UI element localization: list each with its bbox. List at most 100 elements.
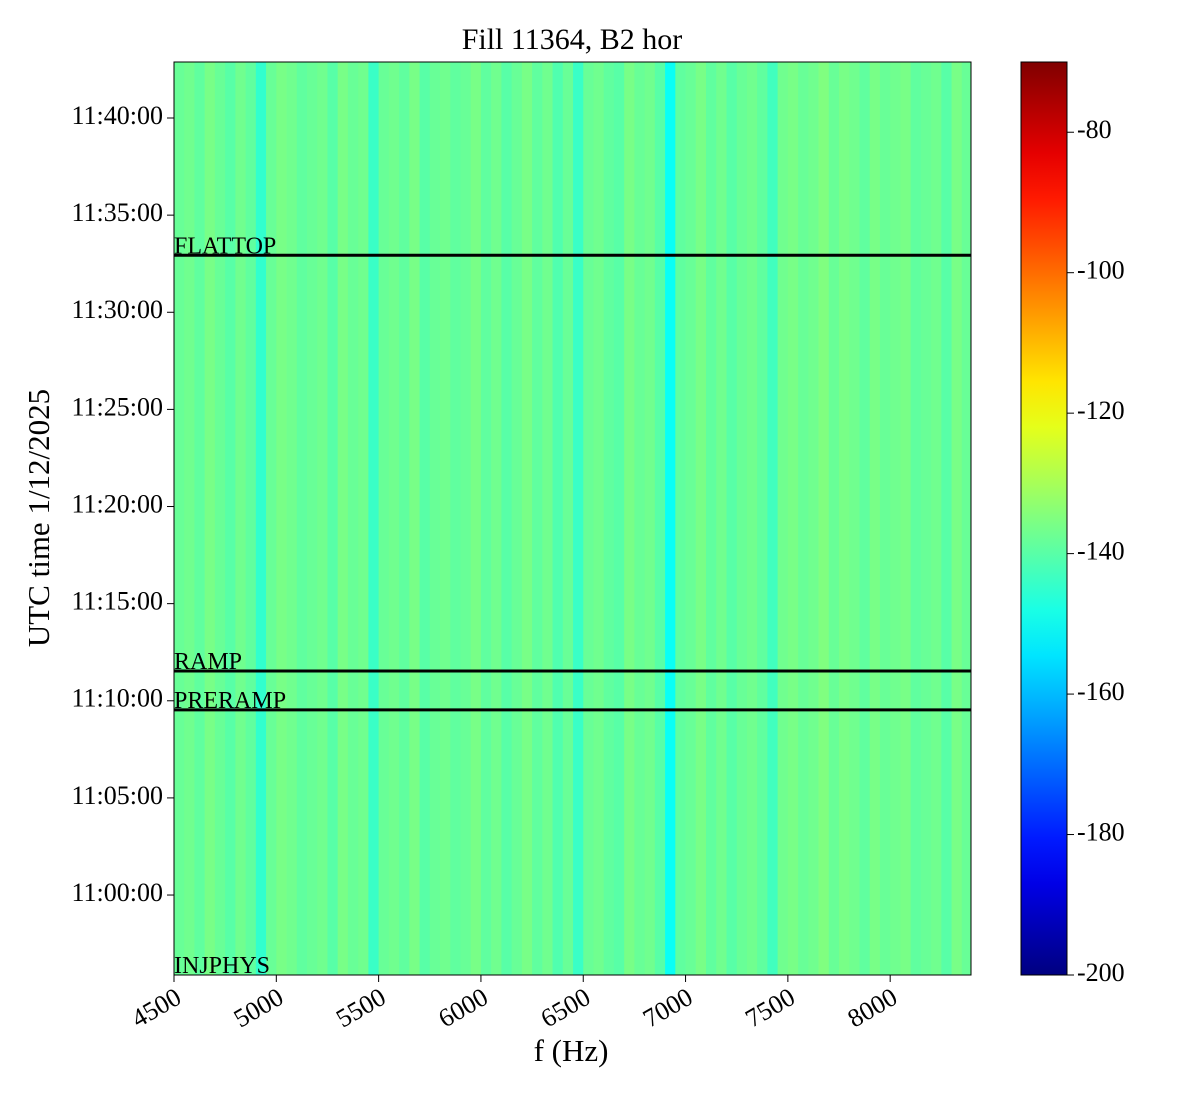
x-tick-label: 6500 [536,982,596,1033]
chart-title: Fill 11364, B2 hor [462,23,683,56]
y-tick-label: 11:30:00 [72,295,163,324]
heatmap-cell [501,62,513,975]
heatmap-cell [460,62,472,975]
x-tick-label: 7000 [638,982,698,1033]
heatmap-cell [736,62,748,975]
heatmap-cell [593,62,605,975]
heatmap-cell [378,62,390,975]
y-axis-label: UTC time 1/12/2025 [21,389,56,647]
heatmap [174,62,972,975]
heatmap-cell [235,62,247,975]
heatmap-cell [583,62,594,975]
y-tick-label: 11:40:00 [72,101,163,130]
heatmap-cell [204,62,216,975]
heatmap-cell [787,62,799,975]
heatmap-cell [879,62,891,975]
heatmap-cell [644,62,656,975]
heatmap-cell [951,62,963,975]
heatmap-cell [225,62,236,975]
colorbar-tick-label: -80 [1077,115,1112,144]
y-tick-label: 11:05:00 [72,781,163,810]
colorbar-tick-label: -180 [1077,818,1125,847]
y-tick-label: 11:35:00 [72,198,163,227]
colorbar-tick-label: -120 [1077,396,1125,425]
heatmap-cell [910,62,922,975]
heatmap-cell [654,62,666,975]
x-tick-label: 5000 [229,982,289,1033]
plot-frame [173,61,972,976]
y-tick-label: 11:25:00 [72,392,163,421]
heatmap-cell [665,62,676,975]
heatmap-cell [869,62,881,975]
heatmap-cell [521,62,533,975]
x-tick-label: 8000 [843,982,903,1033]
x-tick-label: 4500 [126,982,186,1033]
y-tick-label: 11:00:00 [72,878,163,907]
heatmap-cell [767,62,779,975]
heatmap-cell [941,62,952,975]
heatmap-cell [214,62,226,975]
heatmap-cell [255,62,267,975]
heatmap-cell [440,62,451,975]
heatmap-cell [613,62,625,975]
colorbar-tick-label: -160 [1077,677,1125,706]
heatmap-cell [194,62,206,975]
heatmap-cell [296,62,308,975]
heatmap-cell [726,62,738,975]
heatmap-cell [307,62,318,975]
heatmap-cell [532,62,543,975]
heatmap-cell [859,62,871,975]
heatmap-cell [818,62,830,975]
heatmap-cell [685,62,697,975]
heatmap-cell [828,62,840,975]
heatmap-cell [706,62,717,975]
heatmap-cell [716,62,727,975]
heatmap-cell [399,62,410,975]
heatmap-cell [931,62,942,975]
heatmap-cell [174,62,185,975]
heatmap-cell [337,62,349,975]
x-axis-label: f (Hz) [534,1033,609,1068]
heatmap-cell [900,62,912,975]
heatmap-cell [808,62,819,975]
event-label: FLATTOP [174,233,276,259]
heatmap-cell [746,62,758,975]
colorbar [1020,61,1068,976]
heatmap-cell [511,62,523,975]
event-label: PRERAMP [174,688,286,714]
y-tick-label: 11:20:00 [72,489,163,518]
heatmap-cell [409,62,420,975]
heatmap-cell [286,62,298,975]
heatmap-cell [961,62,972,975]
heatmap-cell [839,62,850,975]
heatmap-cell [184,62,195,975]
x-tick-label: 6000 [433,982,493,1033]
heatmap-cell [777,62,789,975]
colorbar-tick-label: -200 [1077,958,1125,987]
heatmap-cell [634,62,646,975]
heatmap-cell [245,62,257,975]
heatmap-cell [388,62,400,975]
y-tick-label: 11:10:00 [72,684,163,713]
heatmap-cell [276,62,287,975]
heatmap-cell [347,62,359,975]
heatmap-cell [542,62,553,975]
heatmap-cell [573,62,584,975]
x-tick-label: 7500 [740,982,800,1033]
heatmap-cell [266,62,277,975]
heatmap-cell [480,62,492,975]
heatmap-cell [757,62,768,975]
heatmap-cell [920,62,932,975]
heatmap-cell [695,62,707,975]
heatmap-cell [624,62,635,975]
heatmap-cell [470,62,482,975]
heatmap-cell [419,62,431,975]
x-tick-label: 5500 [331,982,391,1033]
colorbar-tick-label: -140 [1077,537,1125,566]
heatmap-cell [429,62,441,975]
heatmap-cell [491,62,502,975]
heatmap-cell [552,62,564,975]
y-tick-label: 11:15:00 [72,587,163,616]
